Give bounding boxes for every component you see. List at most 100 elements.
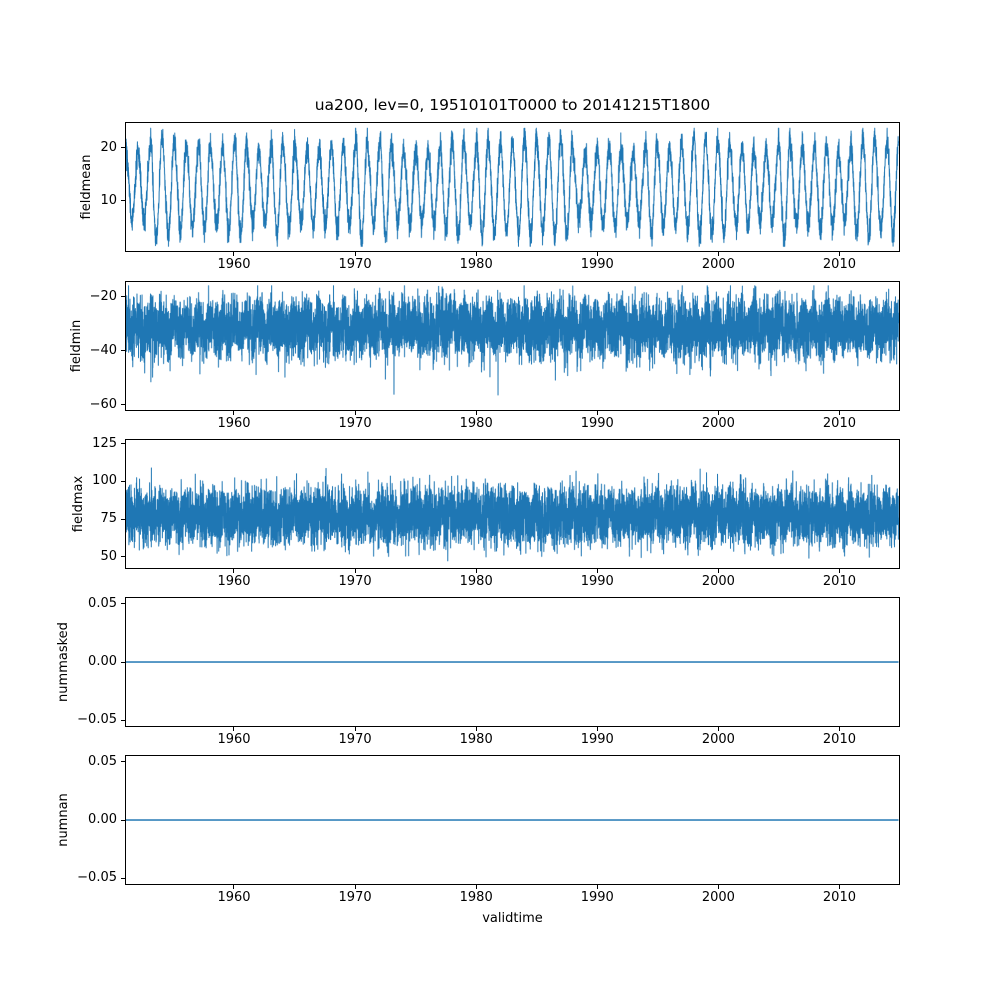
- x-tick-mark: [475, 252, 477, 256]
- x-tick-label: 2000: [701, 257, 735, 272]
- x-tick-label: 2010: [822, 257, 856, 272]
- x-tick-mark: [596, 411, 598, 415]
- plot-area-fieldmax: [125, 439, 900, 569]
- y-axis-label-numnan: numnan: [56, 793, 72, 847]
- x-tick-mark: [233, 569, 235, 573]
- y-tick-label: 125: [92, 435, 117, 451]
- x-tick-label: 2010: [822, 732, 856, 747]
- x-tick-mark: [838, 411, 840, 415]
- y-tick-label: 10: [100, 192, 117, 208]
- line-series-fieldmean: [126, 123, 899, 251]
- x-tick-mark: [475, 885, 477, 889]
- x-tick-mark: [838, 885, 840, 889]
- x-tick-label: 2000: [701, 574, 735, 589]
- y-tick-label: 50: [100, 548, 117, 564]
- x-tick-label: 1990: [580, 890, 614, 905]
- y-tick-label: −60: [89, 396, 117, 412]
- y-tick-mark: [121, 661, 125, 663]
- y-tick-label: −0.05: [77, 712, 117, 728]
- y-tick-label: 0.00: [88, 654, 117, 669]
- x-tick-mark: [838, 252, 840, 256]
- x-tick-label: 1960: [217, 416, 251, 431]
- y-tick-label: 100: [92, 473, 117, 489]
- x-axis-label: validtime: [482, 911, 543, 926]
- x-tick-label: 2010: [822, 416, 856, 431]
- x-tick-mark: [475, 411, 477, 415]
- x-tick-label: 1980: [459, 890, 493, 905]
- x-tick-mark: [717, 411, 719, 415]
- x-tick-mark: [475, 727, 477, 731]
- x-tick-mark: [233, 411, 235, 415]
- y-tick-mark: [121, 296, 125, 298]
- y-axis-label-fieldmax: fieldmax: [71, 475, 87, 533]
- line-series-numnan: [126, 756, 899, 884]
- y-tick-mark: [121, 556, 125, 558]
- x-tick-mark: [354, 727, 356, 731]
- y-tick-mark: [121, 404, 125, 406]
- x-tick-label: 2010: [822, 890, 856, 905]
- plot-area-numnan: [125, 755, 900, 885]
- x-tick-label: 1990: [580, 416, 614, 431]
- y-tick-mark: [121, 200, 125, 202]
- x-tick-mark: [596, 885, 598, 889]
- x-tick-label: 1960: [217, 257, 251, 272]
- x-tick-mark: [838, 727, 840, 731]
- x-tick-mark: [354, 885, 356, 889]
- x-tick-label: 1960: [217, 574, 251, 589]
- x-tick-mark: [233, 252, 235, 256]
- y-tick-mark: [121, 518, 125, 520]
- x-tick-mark: [838, 569, 840, 573]
- x-tick-label: 1990: [580, 574, 614, 589]
- x-tick-mark: [717, 252, 719, 256]
- x-tick-mark: [233, 727, 235, 731]
- x-tick-label: 1970: [338, 574, 372, 589]
- y-tick-mark: [121, 147, 125, 149]
- y-tick-label: 0.05: [88, 595, 117, 611]
- x-tick-mark: [596, 727, 598, 731]
- x-tick-label: 1970: [338, 416, 372, 431]
- x-tick-mark: [717, 569, 719, 573]
- x-tick-label: 1970: [338, 257, 372, 272]
- y-tick-mark: [121, 350, 125, 352]
- x-tick-label: 1960: [217, 890, 251, 905]
- x-tick-mark: [596, 569, 598, 573]
- x-tick-mark: [596, 252, 598, 256]
- x-tick-mark: [475, 569, 477, 573]
- x-tick-label: 1980: [459, 732, 493, 747]
- x-tick-label: 1970: [338, 890, 372, 905]
- y-tick-label: 0.05: [88, 753, 117, 769]
- y-tick-label: 75: [100, 511, 117, 527]
- plot-area-fieldmean: [125, 122, 900, 252]
- x-tick-mark: [354, 411, 356, 415]
- x-tick-label: 1980: [459, 416, 493, 431]
- figure-title: ua200, lev=0, 19510101T0000 to 20141215T…: [314, 96, 711, 114]
- x-tick-label: 2000: [701, 890, 735, 905]
- y-tick-label: 0.00: [88, 812, 117, 827]
- x-tick-mark: [717, 727, 719, 731]
- x-tick-label: 1990: [580, 732, 614, 747]
- line-series-fieldmax: [126, 440, 899, 568]
- y-tick-mark: [121, 819, 125, 821]
- x-tick-mark: [354, 252, 356, 256]
- x-tick-mark: [233, 885, 235, 889]
- x-tick-label: 1980: [459, 574, 493, 589]
- y-tick-mark: [121, 877, 125, 879]
- plot-area-fieldmin: [125, 281, 900, 411]
- x-tick-label: 1960: [217, 732, 251, 747]
- y-tick-label: −0.05: [77, 870, 117, 886]
- x-tick-label: 1980: [459, 257, 493, 272]
- x-tick-mark: [717, 885, 719, 889]
- x-tick-label: 2000: [701, 732, 735, 747]
- x-tick-label: 2010: [822, 574, 856, 589]
- y-tick-mark: [121, 761, 125, 763]
- x-tick-label: 1970: [338, 732, 372, 747]
- plot-area-nummasked: [125, 597, 900, 727]
- y-tick-label: −20: [89, 288, 117, 304]
- line-series-fieldmin: [126, 282, 899, 410]
- y-tick-label: −40: [89, 342, 117, 358]
- y-tick-mark: [121, 603, 125, 605]
- y-tick-mark: [121, 443, 125, 445]
- x-tick-label: 1990: [580, 257, 614, 272]
- y-tick-mark: [121, 719, 125, 721]
